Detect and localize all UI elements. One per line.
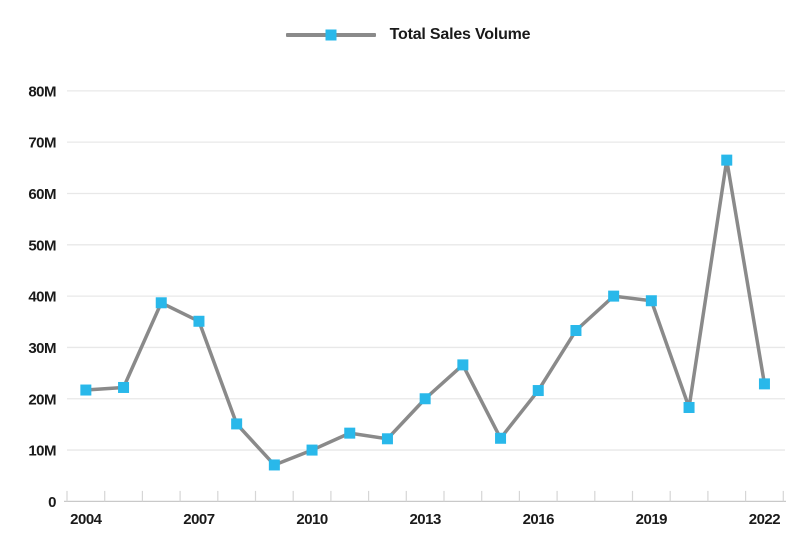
- data-point-marker-2022[interactable]: [758, 378, 770, 390]
- data-point-marker-2016[interactable]: [532, 385, 544, 397]
- data-point-marker-2005[interactable]: [118, 381, 130, 393]
- y-tick-label: 0: [48, 494, 56, 511]
- data-point-marker-2018[interactable]: [608, 290, 620, 302]
- y-tick-label: 20M: [28, 391, 56, 408]
- y-tick-label: 10M: [28, 443, 56, 460]
- x-tick-label: 2016: [523, 511, 555, 528]
- data-point-marker-2012[interactable]: [381, 433, 393, 445]
- data-point-marker-2019[interactable]: [645, 295, 657, 307]
- data-point-marker-2014[interactable]: [457, 359, 469, 371]
- data-point-marker-2020[interactable]: [683, 401, 695, 413]
- y-tick-label: 30M: [28, 340, 56, 357]
- data-point-marker-2004[interactable]: [80, 384, 92, 396]
- x-tick-label: 2010: [296, 511, 328, 528]
- data-point-marker-2007[interactable]: [193, 315, 205, 327]
- data-point-marker-2015[interactable]: [495, 432, 507, 444]
- data-point-marker-2006[interactable]: [155, 297, 167, 309]
- data-point-marker-2009[interactable]: [268, 459, 280, 471]
- data-point-marker-2011[interactable]: [344, 427, 356, 439]
- legend: Total Sales Volume: [0, 26, 800, 44]
- legend-line-sample: [285, 29, 376, 41]
- y-tick-label: 50M: [28, 237, 56, 254]
- data-point-marker-2021[interactable]: [721, 154, 733, 166]
- x-tick-label: 2019: [636, 511, 668, 528]
- data-point-marker-2017[interactable]: [570, 325, 582, 337]
- legend-item-total-sales-volume[interactable]: Total Sales Volume: [285, 26, 531, 44]
- data-point-marker-2013[interactable]: [419, 393, 431, 405]
- legend-square-marker-icon: [325, 29, 337, 41]
- y-tick-label: 40M: [28, 289, 56, 306]
- x-tick-label: 2007: [183, 511, 215, 528]
- x-tick-label: 2022: [749, 511, 781, 528]
- data-point-marker-2010[interactable]: [306, 444, 318, 456]
- x-tick-label: 2013: [409, 511, 441, 528]
- series-line-total-sales-volume: [84, 158, 767, 467]
- y-tick-label: 60M: [28, 186, 56, 203]
- x-tick-label: 2004: [70, 511, 103, 528]
- legend-label: Total Sales Volume: [389, 26, 531, 43]
- y-tick-label: 70M: [28, 135, 56, 152]
- data-point-marker-2008[interactable]: [231, 418, 243, 430]
- y-tick-label: 80M: [28, 83, 56, 100]
